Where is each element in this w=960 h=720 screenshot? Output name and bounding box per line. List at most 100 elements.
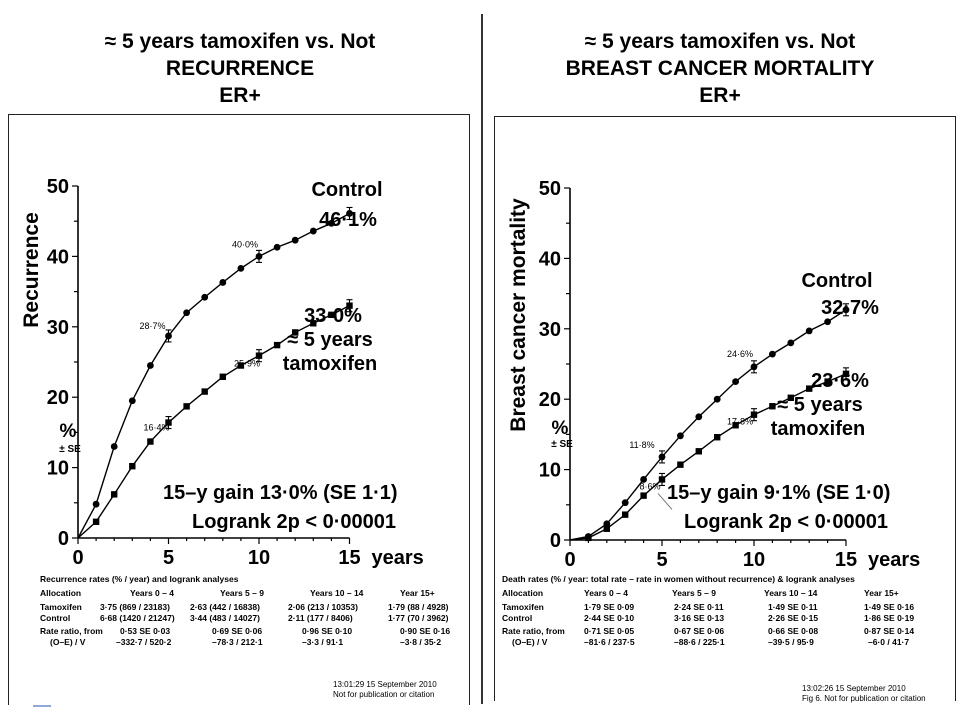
series-line [77,305,350,539]
data-point [292,329,299,336]
control-final-value: 32·7% [821,297,879,319]
table-cell: 0·90 SE 0·16 [400,626,451,636]
data-point [183,403,190,410]
header-allocation: Allocation [40,588,82,598]
header-years-10-14: Years 10 – 14 [310,588,364,598]
y-axis-se-note: ± SE [551,439,573,450]
table-caption: Death rates (% / year: total rate – rate… [502,574,855,584]
table-cell: 0·71 SE 0·05 [584,626,635,636]
table-cell: 2·44 SE 0·10 [584,613,635,623]
x-axis-label: years [868,549,920,571]
y-tick-label: 30 [47,317,69,339]
table-cell: 0·96 SE 0·10 [302,626,353,636]
series-line [569,373,847,541]
data-point [92,518,100,526]
y-axis-label: Recurrence [20,212,43,328]
y-tick-label: 10 [539,460,561,482]
x-tick-label: 0 [564,549,575,571]
row-label: Tamoxifen [40,602,82,612]
data-point [237,264,245,272]
logrank-annotation: Logrank 2p < 0·00001 [192,511,396,533]
recurrence-chart: 0 10 20 30 40 50 0 5 10 15 years Recurrence% ± SE 28·… [20,176,424,569]
logrank-annotation: Logrank 2p < 0·00001 [684,511,888,533]
data-point [201,388,208,395]
header-year-15: Year 15+ [864,588,899,598]
header-years-10-14: Years 10 – 14 [764,588,818,598]
table-caption: Recurrence rates (% / year) and logrank … [40,574,239,584]
tamoxifen-series-label: ≈ 5 years [287,329,373,351]
table-cell: –3·8 / 35·2 [400,637,442,647]
data-point [713,395,721,403]
header-years-0-4: Years 0 – 4 [130,588,174,598]
x-tick-label: 10 [248,547,270,569]
chart-frame [8,114,470,705]
table-cell: 1·79 SE 0·09 [584,602,635,612]
data-point [129,462,136,470]
data-label: 40·0% [232,239,258,249]
gain-annotation: 15–y gain 13·0% (SE 1·1) [163,482,398,504]
data-label: 16·4% [143,423,169,433]
tamoxifen-final-value: 23·6% [811,370,869,392]
data-point [585,534,592,542]
data-point [273,243,281,251]
y-tick-label: 10 [47,458,69,480]
data-point [695,448,702,455]
tamoxifen-series-label: ≈ 5 years [777,394,863,416]
table-cell: –39·5 / 95·9 [768,637,814,647]
table-cell: 2·63 (442 / 16838) [190,602,260,612]
table-cell: 2·06 (213 / 10353) [288,602,358,612]
data-point [622,511,629,518]
timestamp: 13:01:29 15 September 2010 [333,680,437,689]
data-point [806,385,813,392]
x-tick-label: 0 [72,547,83,569]
table-cell: 0·66 SE 0·08 [768,626,819,636]
table-cell: 1·49 SE 0·16 [864,602,915,612]
header-years-0-4: Years 0 – 4 [584,588,628,598]
mortality-chart: 0 10 20 30 40 50 0 5 10 15 years Breast cancer mort… [507,178,920,571]
table-cell: 2·26 SE 0·15 [768,613,819,623]
data-point [110,443,118,450]
y-tick-label: 20 [539,389,561,411]
row-label: Tamoxifen [502,602,544,612]
table-cell: 3·44 (483 / 14027) [190,613,260,623]
data-point [111,491,118,498]
table-cell: 1·79 (88 / 4928) [388,602,449,612]
timestamp-note: 13:01:29 15 September 2010 Not for publi… [333,680,437,699]
data-point [787,339,795,347]
table-cell: 0·67 SE 0·06 [674,626,725,636]
header-allocation: Allocation [502,588,544,598]
recurrence-rates-table: Recurrence rates (% / year) and logrank … [40,574,470,654]
x-tick-label: 15 [338,547,360,569]
data-label: 28·7% [139,321,165,331]
mortality-panel: ≈ 5 years tamoxifen vs. Not BREAST CANCE… [480,0,960,720]
data-point [328,311,335,319]
row-label: Control [502,613,533,623]
tamoxifen-series-label-2: tamoxifen [283,353,377,375]
table-cell: 3·75 (869 / 23183) [100,602,170,612]
chart-title: ≈ 5 years tamoxifen vs. Not BREAST CANCE… [480,28,960,109]
control-series-label: Control [311,179,382,201]
table-cell: –332·7 / 520·2 [116,637,172,647]
table-cell: –6·0 / 41·7 [868,637,910,647]
y-tick-label: 50 [539,178,561,200]
death-rates-table: Death rates (% / year: total rate – rate… [502,574,942,654]
table-cell: –81·6 / 237·5 [584,637,635,647]
table-cell: 3·16 SE 0·13 [674,613,725,623]
citation-note: Not for publication or citation [333,689,435,699]
data-point [328,219,335,227]
data-point [92,500,100,508]
data-point [787,394,794,401]
data-label: 25·9% [234,359,260,369]
data-point [805,327,813,335]
x-tick-label: 15 [835,549,857,571]
decorative-mark [33,705,51,707]
control-series-label: Control [801,270,872,292]
y-tick-label: 0 [58,528,69,550]
data-point [603,525,610,532]
title-line-1: ≈ 5 years tamoxifen vs. Not [104,30,376,53]
data-label: 17·8% [727,417,753,427]
data-point [824,318,831,326]
data-point [219,279,227,286]
data-point [695,413,703,421]
gain-annotation: 15–y gain 9·1% (SE 1·0) [667,482,890,504]
